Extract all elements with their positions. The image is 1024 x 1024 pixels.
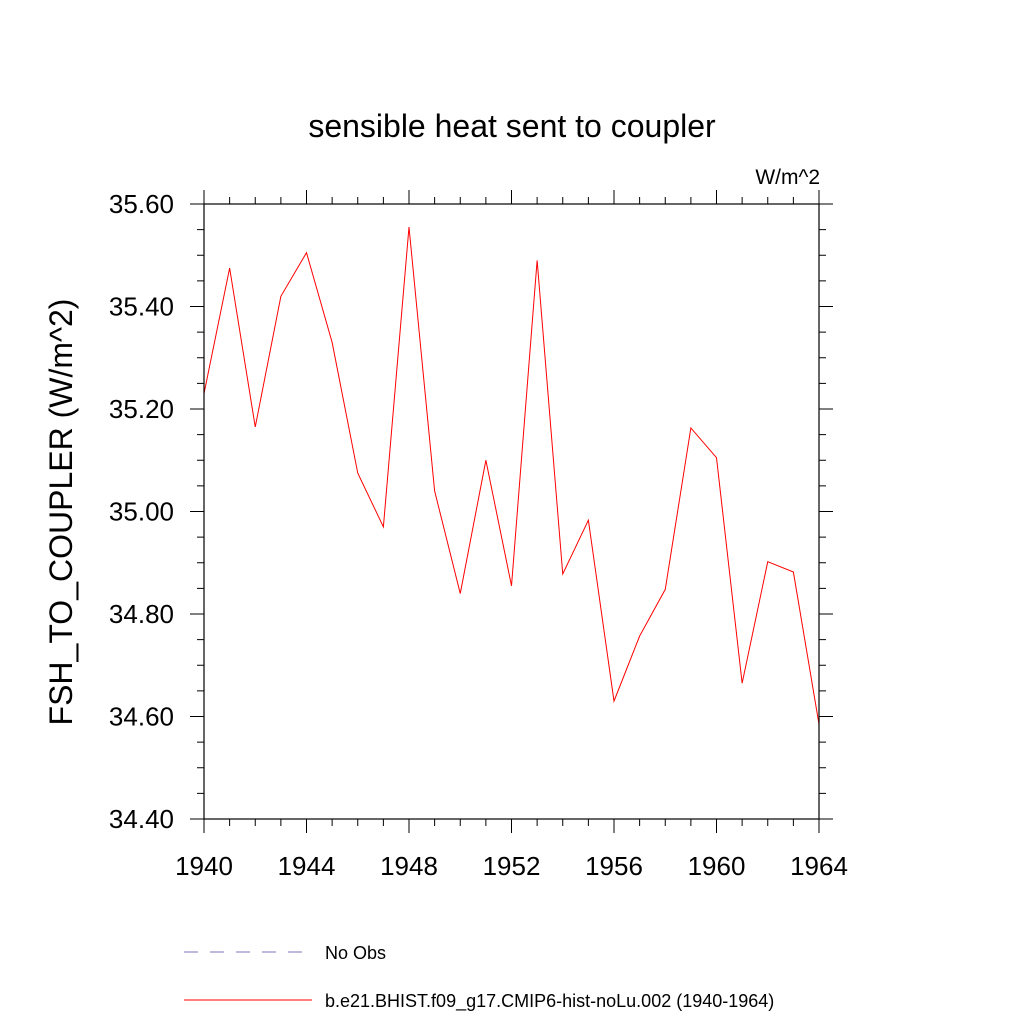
axis-ticks bbox=[190, 190, 833, 833]
x-tick-label: 1940 bbox=[175, 851, 233, 881]
y-tick-label: 35.40 bbox=[109, 292, 174, 322]
series-lines bbox=[203, 227, 820, 725]
x-tick-label: 1956 bbox=[585, 851, 643, 881]
y-axis-label: FSH_TO_COUPLER (W/m^2) bbox=[43, 299, 79, 726]
y-tick-label: 34.40 bbox=[109, 804, 174, 834]
legend-label: b.e21.BHIST.f09_g17.CMIP6-hist-noLu.002 … bbox=[325, 991, 774, 1012]
series-line bbox=[203, 227, 820, 725]
x-tick-label: 1948 bbox=[380, 851, 438, 881]
x-tick-label: 1944 bbox=[278, 851, 336, 881]
x-tick-label: 1960 bbox=[688, 851, 746, 881]
y-tick-label: 35.60 bbox=[109, 189, 174, 219]
plot-frame bbox=[203, 203, 820, 820]
chart-title: sensible heat sent to coupler bbox=[308, 108, 716, 144]
legend: No Obs b.e21.BHIST.f09_g17.CMIP6-hist-noL… bbox=[184, 943, 774, 1012]
x-tick-label: 1964 bbox=[790, 851, 848, 881]
y-tick-labels: 34.40 34.60 34.80 35.00 35.20 35.40 35.60 bbox=[109, 189, 174, 834]
y-tick-label: 34.60 bbox=[109, 702, 174, 732]
units-label: W/m^2 bbox=[755, 166, 820, 189]
y-tick-label: 34.80 bbox=[109, 599, 174, 629]
x-tick-label: 1952 bbox=[483, 851, 541, 881]
y-tick-label: 35.20 bbox=[109, 394, 174, 424]
y-tick-label: 35.00 bbox=[109, 497, 174, 527]
legend-label: No Obs bbox=[325, 943, 386, 963]
x-tick-labels: 1940 1944 1948 1952 1956 1960 1964 bbox=[175, 851, 848, 881]
